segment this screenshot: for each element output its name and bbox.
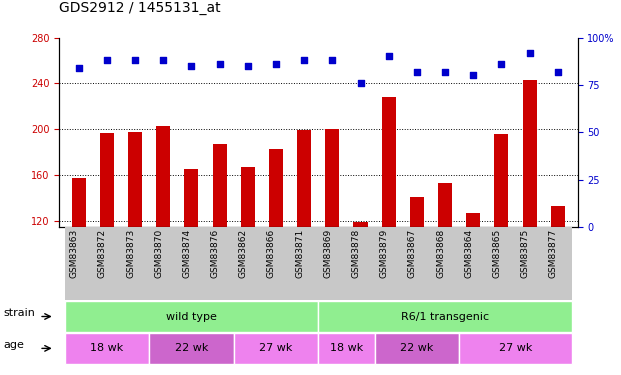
- Point: [412, 69, 422, 75]
- Point: [440, 69, 450, 75]
- Text: 22 wk: 22 wk: [400, 344, 433, 353]
- Text: GSM83879: GSM83879: [379, 229, 389, 278]
- Text: GSM83873: GSM83873: [126, 229, 135, 278]
- Point: [468, 72, 478, 78]
- Text: GSM83872: GSM83872: [98, 229, 107, 278]
- Text: GSM83866: GSM83866: [267, 229, 276, 278]
- Bar: [410, 197, 424, 359]
- Text: GSM83878: GSM83878: [351, 229, 361, 278]
- Bar: [156, 126, 170, 359]
- Bar: [212, 144, 227, 359]
- Bar: [353, 222, 368, 359]
- Text: R6/1 transgenic: R6/1 transgenic: [401, 312, 489, 321]
- Text: GSM83862: GSM83862: [239, 229, 248, 278]
- Text: strain: strain: [3, 308, 35, 318]
- Point: [356, 80, 366, 86]
- Point: [158, 57, 168, 63]
- Point: [215, 61, 225, 67]
- Bar: [100, 133, 114, 359]
- Text: GSM83864: GSM83864: [465, 229, 473, 278]
- Point: [299, 57, 309, 63]
- Bar: [71, 177, 86, 359]
- Text: age: age: [3, 340, 24, 350]
- Bar: [184, 170, 199, 359]
- Text: GSM83875: GSM83875: [520, 229, 530, 278]
- Text: wild type: wild type: [166, 312, 217, 321]
- Text: 18 wk: 18 wk: [330, 344, 363, 353]
- Point: [271, 61, 281, 67]
- Text: GSM83877: GSM83877: [549, 229, 558, 278]
- Text: GSM83868: GSM83868: [436, 229, 445, 278]
- Bar: [128, 132, 142, 359]
- Point: [130, 57, 140, 63]
- Point: [327, 57, 337, 63]
- Point: [384, 54, 394, 60]
- Text: GSM83865: GSM83865: [492, 229, 501, 278]
- Bar: [466, 213, 480, 359]
- Bar: [438, 183, 452, 359]
- Text: 27 wk: 27 wk: [499, 344, 532, 353]
- Text: 27 wk: 27 wk: [260, 344, 292, 353]
- Text: GSM83870: GSM83870: [154, 229, 163, 278]
- Point: [496, 61, 506, 67]
- Bar: [523, 80, 537, 359]
- Point: [553, 69, 563, 75]
- Bar: [494, 134, 509, 359]
- Point: [102, 57, 112, 63]
- Point: [525, 50, 535, 55]
- Text: 18 wk: 18 wk: [90, 344, 124, 353]
- Point: [186, 63, 196, 69]
- Bar: [297, 130, 311, 359]
- Text: GSM83867: GSM83867: [408, 229, 417, 278]
- Text: GSM83876: GSM83876: [211, 229, 220, 278]
- Text: GSM83874: GSM83874: [183, 229, 191, 278]
- Bar: [269, 149, 283, 359]
- Text: 22 wk: 22 wk: [175, 344, 208, 353]
- Text: GSM83871: GSM83871: [295, 229, 304, 278]
- Text: GSM83869: GSM83869: [324, 229, 332, 278]
- Bar: [325, 129, 340, 359]
- Text: GDS2912 / 1455131_at: GDS2912 / 1455131_at: [59, 1, 220, 15]
- Bar: [382, 97, 396, 359]
- Text: GSM83863: GSM83863: [70, 229, 79, 278]
- Point: [74, 65, 84, 71]
- Bar: [241, 167, 255, 359]
- Bar: [551, 206, 565, 359]
- Point: [243, 63, 253, 69]
